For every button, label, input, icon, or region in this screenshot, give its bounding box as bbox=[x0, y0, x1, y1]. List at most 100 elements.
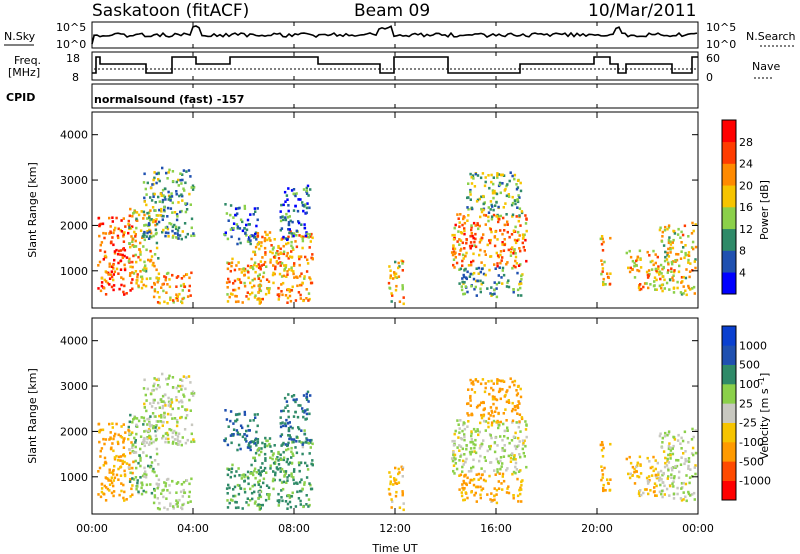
scatter-cell bbox=[658, 434, 662, 438]
colorbar-segment bbox=[722, 345, 736, 365]
scatter-cell bbox=[154, 426, 157, 429]
scatter-cell bbox=[516, 494, 520, 498]
scatter-cell bbox=[518, 413, 522, 416]
scatter-cell bbox=[262, 481, 265, 485]
scatter-cell bbox=[113, 456, 117, 459]
scatter-cell bbox=[165, 171, 168, 175]
scatter-cell bbox=[234, 300, 238, 304]
scatter-cell bbox=[500, 259, 503, 262]
scatter-cell bbox=[492, 176, 495, 179]
scatter-cell bbox=[514, 252, 517, 255]
scatter-cell bbox=[256, 413, 259, 416]
scatter-cell bbox=[171, 442, 175, 445]
scatter-cell bbox=[305, 395, 309, 399]
scatter-cell bbox=[304, 440, 308, 444]
x-tick-label: 20:00 bbox=[581, 522, 613, 535]
scatter-cell bbox=[680, 482, 684, 485]
scatter-cell bbox=[512, 288, 515, 291]
scatter-cell bbox=[284, 216, 287, 219]
scatter-cell bbox=[152, 218, 155, 222]
scatter-cell bbox=[177, 201, 180, 204]
scatter-cell bbox=[688, 270, 692, 273]
scatter-cell bbox=[474, 237, 477, 241]
scatter-cell bbox=[169, 405, 172, 408]
scatter-cell bbox=[132, 451, 136, 454]
scatter-cell bbox=[501, 447, 504, 450]
scatter-cell bbox=[237, 286, 241, 290]
scatter-cell bbox=[652, 263, 655, 267]
scatter-cell bbox=[235, 470, 238, 473]
scatter-cell bbox=[157, 195, 160, 199]
scatter-cell bbox=[602, 277, 605, 281]
scatter-cell bbox=[469, 447, 473, 450]
scatter-cell bbox=[511, 452, 514, 455]
scatter-cell bbox=[145, 277, 149, 281]
scatter-cell bbox=[237, 492, 241, 496]
scatter-cell bbox=[501, 449, 504, 452]
scatter-cell bbox=[103, 278, 106, 282]
scatter-cell bbox=[280, 496, 283, 499]
scatter-cell bbox=[469, 246, 472, 250]
scatter-cell bbox=[494, 473, 497, 476]
scatter-cell bbox=[240, 271, 243, 274]
x-tick-label: 08:00 bbox=[278, 522, 310, 535]
scatter-cell bbox=[483, 407, 486, 410]
scatter-cell bbox=[111, 426, 114, 429]
scatter-cell bbox=[658, 228, 662, 232]
scatter-cell bbox=[498, 423, 501, 427]
scatter-cell bbox=[301, 452, 304, 456]
scatter-cell bbox=[182, 282, 185, 286]
scatter-cell bbox=[494, 436, 497, 439]
scatter-cell bbox=[656, 255, 659, 259]
scatter-cell bbox=[176, 505, 179, 508]
scatter-cell bbox=[297, 497, 301, 500]
y-tick-label: 2000 bbox=[60, 219, 88, 232]
scatter-cell bbox=[97, 493, 100, 496]
scatter-cell bbox=[665, 487, 669, 491]
scatter-cell bbox=[171, 407, 174, 411]
scatter-cell bbox=[153, 264, 156, 268]
scatter-cell bbox=[275, 467, 279, 470]
scatter-cell bbox=[516, 186, 520, 189]
scatter-cell bbox=[288, 231, 291, 235]
scatter-cell bbox=[280, 275, 284, 278]
scatter-cell bbox=[137, 490, 140, 494]
scatter-cell bbox=[517, 219, 520, 223]
scatter-cell bbox=[298, 234, 301, 237]
scatter-cell bbox=[187, 169, 191, 172]
scatter-cell bbox=[667, 475, 670, 478]
scatter-cell bbox=[682, 292, 685, 295]
scatter-cell bbox=[139, 250, 142, 254]
scatter-cell bbox=[673, 475, 676, 478]
scatter-cell bbox=[490, 180, 493, 184]
scatter-cell bbox=[262, 275, 265, 279]
scatter-cell bbox=[182, 488, 185, 492]
scatter-cell bbox=[269, 456, 272, 460]
scatter-cell bbox=[300, 429, 303, 432]
scatter-cell bbox=[243, 433, 246, 436]
scatter-cell bbox=[476, 428, 479, 431]
scatter-cell bbox=[464, 254, 467, 258]
scatter-cell bbox=[276, 250, 279, 253]
scatter-cell bbox=[523, 439, 526, 443]
colorbar-segment bbox=[722, 422, 736, 443]
scatter-cell bbox=[469, 394, 472, 398]
scatter-cell bbox=[104, 460, 107, 464]
scatter-cell bbox=[122, 217, 125, 220]
scatter-cell bbox=[166, 489, 169, 492]
scatter-cell bbox=[257, 496, 260, 500]
scatter-cell bbox=[672, 286, 676, 290]
y-tick-label: 1000 bbox=[60, 265, 88, 278]
scatter-cell bbox=[227, 219, 230, 222]
scatter-cell bbox=[141, 277, 144, 281]
scatter-cell bbox=[515, 239, 519, 242]
scatter-cell bbox=[104, 499, 108, 502]
scatter-cell bbox=[672, 492, 676, 496]
scatter-cell bbox=[224, 437, 227, 440]
scatter-cell bbox=[401, 475, 404, 478]
scatter-cell bbox=[180, 483, 184, 486]
scatter-cell bbox=[272, 452, 275, 455]
scatter-cell bbox=[265, 278, 269, 281]
scatter-cell bbox=[167, 198, 170, 201]
scatter-cell bbox=[191, 390, 195, 394]
